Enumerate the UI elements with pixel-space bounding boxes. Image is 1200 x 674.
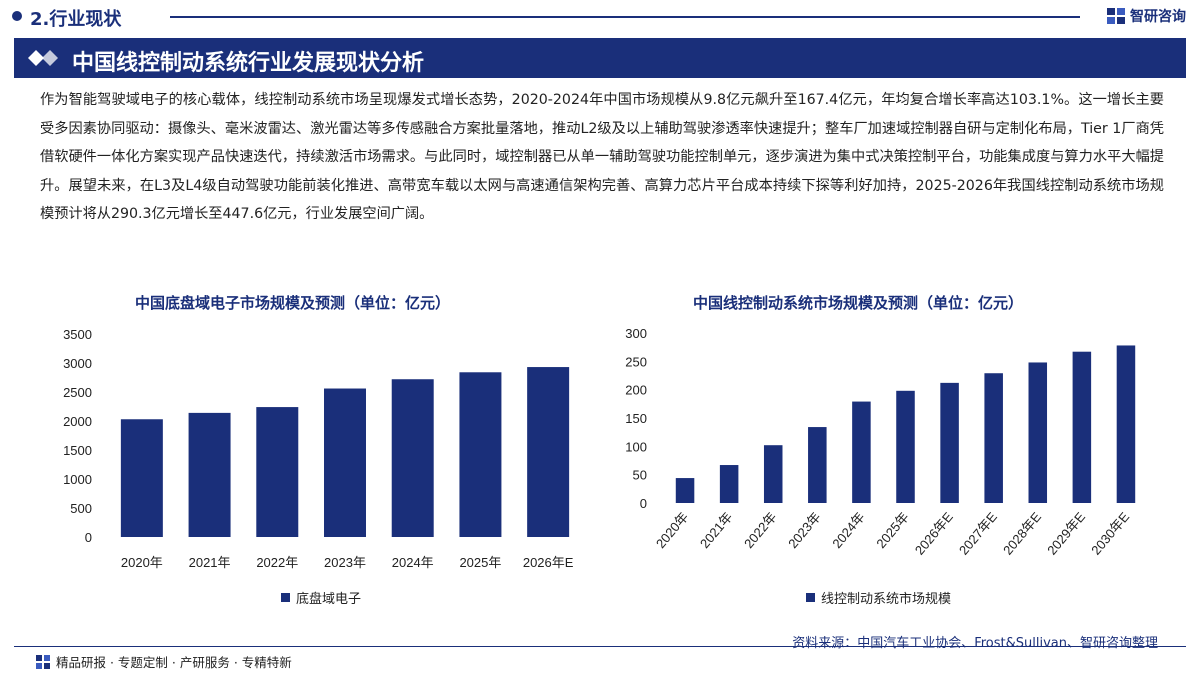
- chart1-ytick-label: 0: [85, 530, 92, 545]
- chart1-plot: 0 500 1000 1500 2000 2500 3000 3500 2020年 2021年 20…: [63, 327, 574, 570]
- chart1-legend-label: 底盘域电子: [296, 592, 362, 607]
- chart1-ytick-label: 1000: [63, 472, 92, 487]
- brand: 智研咨询: [1106, 6, 1186, 26]
- chart2-ytick-label: 0: [640, 496, 647, 511]
- chart2-xtick-label: 2028年E: [1000, 509, 1044, 558]
- chart2-bar: [675, 478, 695, 503]
- chart2-bar: [1028, 362, 1048, 503]
- chart1-bar: [324, 388, 366, 537]
- chart1-ytick-label: 3000: [63, 356, 92, 371]
- chart2-bar: [763, 445, 783, 503]
- diamond-icon: [28, 50, 58, 66]
- chart2-xtick-label: 2030年E: [1088, 509, 1132, 558]
- chart1-legend: 底盘域电子: [281, 588, 361, 607]
- chart1-xtick-label: 2021年: [189, 555, 231, 570]
- chart1-xtick-label: 2020年: [121, 555, 163, 570]
- chart2-xtick-label: 2025年: [873, 509, 911, 551]
- chart1-xtick-label: 2023年: [324, 555, 366, 570]
- chart1-bar: [527, 367, 570, 537]
- chart2-ytick-label: 100: [625, 439, 647, 454]
- chart1-ytick-label: 1500: [63, 443, 92, 458]
- chart2-xtick-label: 2020年: [653, 509, 691, 551]
- chart1-bar: [120, 419, 163, 537]
- chart2-title: 中国线控制动系统市场规模及预测（单位：亿元）: [693, 294, 1024, 312]
- chart1-bar: [391, 379, 434, 537]
- chart2-xtick-label: 2022年: [741, 509, 779, 551]
- chart2-bar: [852, 401, 871, 503]
- chart1-title: 中国底盘域电子市场规模及预测（单位：亿元）: [135, 294, 451, 312]
- chart2-legend-label: 线控制动系统市场规模: [821, 592, 952, 607]
- chart1-ytick-label: 3500: [63, 327, 92, 342]
- chart2-bar: [1116, 345, 1136, 503]
- chart2-xtick-label: 2021年: [697, 509, 735, 551]
- brand-logo-icon: [1107, 8, 1125, 24]
- chart1-bar: [188, 412, 231, 537]
- chart2-ytick-label: 250: [625, 354, 647, 369]
- chart2-xtick-label: 2027年E: [956, 509, 1000, 558]
- chart1-xtick-label: 2025年: [459, 555, 501, 570]
- intro-paragraph: 作为智能驾驶域电子的核心载体，线控制动系统市场呈现爆发式增长态势，2020-20…: [40, 92, 1164, 222]
- chart2-ytick-label: 150: [625, 411, 647, 426]
- chart1-bar: [256, 407, 299, 537]
- chart2-xtick-label: 2023年: [785, 509, 823, 551]
- chart2-bar: [808, 427, 827, 503]
- chart2-legend-swatch: [806, 593, 815, 602]
- section-bullet-icon: [12, 11, 22, 21]
- chart2-legend: 线控制动系统市场规模: [806, 588, 951, 607]
- chart1-xtick-label: 2022年: [256, 555, 298, 570]
- top-bar: 2.行业现状 智研咨询: [0, 0, 1200, 34]
- chart1-ytick-label: 2000: [63, 414, 92, 429]
- footer-tagline: 精品研报 · 专题定制 · 产研服务 · 专精特新: [36, 652, 292, 671]
- chart1-xtick-label: 2024年: [392, 555, 434, 570]
- chart1-ytick-label: 2500: [63, 385, 92, 400]
- chart2-xtick-label: 2029年E: [1044, 509, 1088, 558]
- source-note: 资料来源：中国汽车工业协会、Frost&Sullivan、智研咨询整理: [792, 636, 1158, 651]
- brand-name: 智研咨询: [1130, 9, 1186, 25]
- chart1-ytick-label: 500: [70, 501, 92, 516]
- section-divider: [170, 16, 1080, 18]
- chart2-bar: [1072, 351, 1092, 503]
- chart2-bar: [984, 373, 1003, 503]
- footer-divider: [14, 646, 1186, 647]
- chart1-legend-swatch: [281, 593, 290, 602]
- chart2-xtick-label: 2024年: [829, 509, 867, 551]
- chart2-ytick-label: 300: [625, 326, 647, 341]
- chart2-ytick-label: 50: [633, 468, 647, 483]
- footer-text: 精品研报 · 专题定制 · 产研服务 · 专精特新: [56, 655, 292, 670]
- chart2-bar: [896, 390, 915, 503]
- chart1-xtick-label: 2026年E: [523, 555, 574, 570]
- title-banner: 中国线控制动系统行业发展现状分析: [14, 38, 1186, 78]
- chart2-bar: [940, 382, 959, 503]
- chart2-ytick-label: 200: [625, 383, 647, 398]
- footer-logo-icon: [36, 654, 50, 669]
- chart2-bar: [719, 465, 739, 503]
- chart2-xtick-label: 2026年E: [912, 509, 956, 558]
- section-title: 2.行业现状: [30, 9, 122, 30]
- page-title: 中国线控制动系统行业发展现状分析: [72, 51, 425, 76]
- chart1-bar: [459, 372, 502, 537]
